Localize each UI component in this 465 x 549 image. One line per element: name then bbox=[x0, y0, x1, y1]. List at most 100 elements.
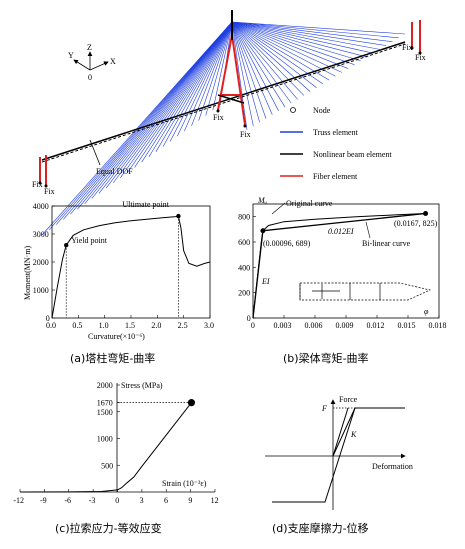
ultimate-point-label: Ultimate point bbox=[122, 200, 169, 209]
node bbox=[243, 124, 247, 128]
legend-label: Node bbox=[313, 106, 331, 115]
truss-cable bbox=[231, 21, 311, 92]
x-tick-label: 2.0 bbox=[151, 321, 161, 330]
x-tick-label: 1.5 bbox=[125, 321, 135, 330]
truss-cable bbox=[127, 21, 233, 173]
panel-a-curve bbox=[51, 215, 211, 319]
truss-cable bbox=[162, 21, 233, 147]
truss-cable bbox=[231, 21, 355, 66]
yield-stress-marker bbox=[187, 399, 196, 407]
stiffness-label: 0.012EI bbox=[328, 227, 354, 236]
fix-label: Fix bbox=[44, 187, 55, 196]
truss-cable bbox=[231, 21, 254, 127]
truss-cable bbox=[134, 21, 233, 168]
truss-cable bbox=[205, 21, 233, 116]
point-label-2: (0.0167, 825) bbox=[394, 219, 438, 228]
y-tick-label: 600 bbox=[238, 238, 250, 247]
x-tick-label: -12 bbox=[13, 496, 24, 505]
panel-c-caption: (c)拉索应力-等效应变 bbox=[55, 521, 162, 535]
truss-cable bbox=[231, 21, 393, 42]
truss-cable bbox=[231, 21, 305, 96]
truss-cable bbox=[231, 21, 267, 119]
y-tick-label: 500 bbox=[101, 461, 113, 470]
legend-label: Truss element bbox=[313, 128, 359, 137]
truss-cable bbox=[231, 21, 260, 123]
x-tick-label: 0 bbox=[251, 321, 255, 330]
fix-label: Fix bbox=[415, 53, 426, 62]
panel-c-curve bbox=[19, 402, 192, 493]
x-tick-label: 9 bbox=[188, 496, 192, 505]
original-curve-leader bbox=[271, 202, 286, 215]
mu-label: Mᵤ bbox=[257, 196, 267, 205]
panel-a: 0.0 0.5 1.0 1.5 2.0 2.5 3.0 0 1000 2000 3000 4000 Y… bbox=[23, 200, 214, 365]
axis-x-label: X bbox=[110, 57, 116, 66]
phi-axis-label: φ bbox=[424, 307, 429, 316]
ultimate-marker bbox=[423, 211, 429, 216]
x-tick-label: -6 bbox=[64, 496, 71, 505]
truss-cable bbox=[231, 21, 298, 100]
x-tick-label: 0.0 bbox=[46, 321, 56, 330]
truss-cable bbox=[77, 21, 233, 210]
node bbox=[410, 46, 414, 50]
truss-cable bbox=[231, 21, 361, 62]
panel-c-xlabel: Strain (10⁻³ε) bbox=[162, 479, 207, 488]
node bbox=[216, 109, 220, 113]
x-tick-label: 3 bbox=[140, 496, 144, 505]
x-tick-label: 0.006 bbox=[305, 321, 323, 330]
axis-triad bbox=[73, 51, 109, 71]
y-tick-label: 3000 bbox=[33, 230, 49, 239]
truss-cable bbox=[231, 21, 349, 69]
truss-cable bbox=[212, 21, 233, 111]
point-label-1: (0.00096, 689) bbox=[263, 239, 311, 248]
panel-a-frame bbox=[51, 205, 211, 319]
legend-label: Fiber element bbox=[313, 172, 358, 181]
truss-cable bbox=[231, 21, 399, 39]
y-tick-label: 800 bbox=[238, 213, 250, 222]
equal-dof-label: Equal DOF bbox=[96, 167, 133, 176]
truss-cable bbox=[120, 21, 233, 178]
axis-y-label: Y bbox=[68, 51, 74, 60]
x-tick-label: 0.018 bbox=[429, 321, 447, 330]
y-tick-label: 400 bbox=[238, 263, 250, 272]
truss-cable bbox=[231, 21, 336, 77]
truss-cable bbox=[48, 21, 233, 230]
legend-label: Nonlinear beam element bbox=[313, 150, 392, 159]
bilinear-curve-label: Bi-linear curve bbox=[362, 239, 411, 248]
x-tick-label: 0 bbox=[115, 496, 119, 505]
yield-marker bbox=[260, 228, 266, 234]
panel-c-ylabel: Stress (MPa) bbox=[121, 381, 163, 390]
equal-dof-leader bbox=[89, 139, 101, 166]
truss-cable bbox=[56, 21, 233, 225]
y-tick-label: 2000 bbox=[97, 381, 113, 390]
truss-cable bbox=[169, 21, 233, 142]
node bbox=[44, 184, 48, 188]
truss-cable bbox=[84, 21, 233, 204]
axis-origin-label: 0 bbox=[88, 73, 92, 82]
x-tick-label: 0.003 bbox=[274, 321, 292, 330]
panel-b: 0 0.003 0.006 0.009 0.012 0.015 0.018 0 200 400 60… bbox=[238, 196, 446, 365]
y-tick-label: 1670 bbox=[97, 399, 113, 408]
ei-label: EI bbox=[261, 277, 270, 286]
force-label: Force bbox=[339, 395, 358, 404]
yield-point-label: Yield point bbox=[71, 236, 108, 245]
truss-cable bbox=[231, 21, 279, 111]
truss-cable bbox=[231, 21, 387, 46]
truss-cable bbox=[70, 21, 233, 215]
x-tick-label: 0.5 bbox=[72, 321, 82, 330]
y-tick-label: 0 bbox=[247, 314, 251, 323]
deck-beam-dash bbox=[41, 43, 406, 163]
panel-a-ylabel: Moment(MN·m) bbox=[23, 245, 32, 300]
truss-cable bbox=[63, 21, 233, 220]
model-legend: Node Truss element Nonlinear beam elemen… bbox=[280, 106, 392, 181]
y-tick-label: 4000 bbox=[33, 202, 49, 211]
original-curve-label: Original curve bbox=[286, 199, 333, 208]
truss-cables-left bbox=[41, 21, 233, 236]
truss-cable bbox=[231, 21, 380, 50]
panel-a-xlabel: Curvature(×10⁻⁶) bbox=[88, 332, 145, 341]
f-label: F bbox=[321, 404, 327, 413]
truss-cable bbox=[155, 21, 233, 152]
truss-cable bbox=[231, 21, 406, 35]
fix-label: Fix bbox=[402, 43, 413, 52]
